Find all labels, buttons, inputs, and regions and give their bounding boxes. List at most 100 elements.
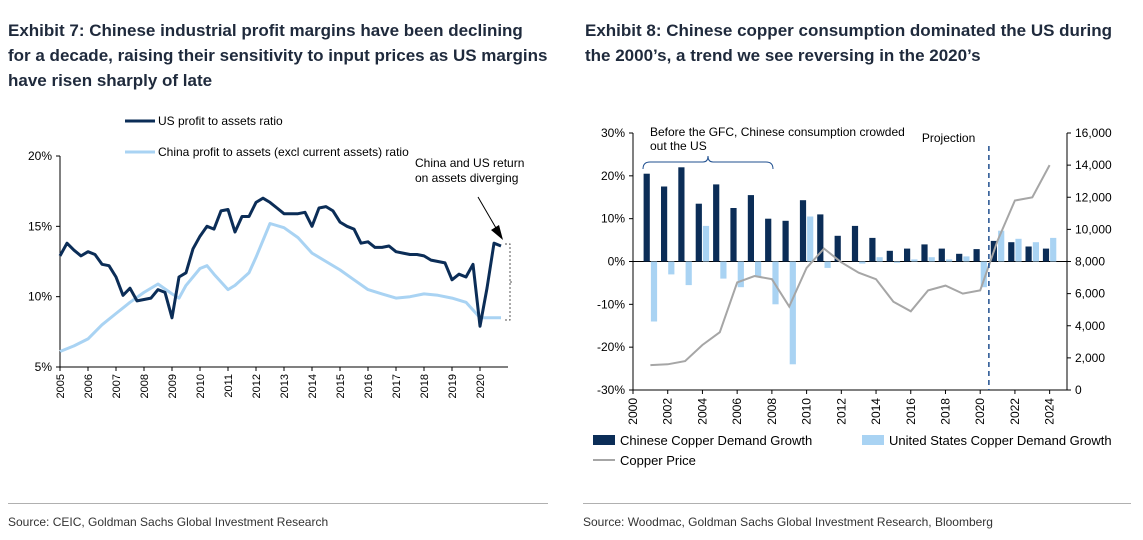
exhibit8-bar-china	[661, 186, 668, 262]
exhibit8-bar-china	[904, 248, 911, 262]
exhibit8-y-tick-label: -30%	[597, 383, 625, 397]
exhibit8-x-tick-label: 2016	[904, 398, 918, 425]
exhibit8-bar-china	[869, 237, 876, 262]
exhibit8-y-tick-label: 0%	[608, 255, 626, 269]
exhibit8-bar-us	[685, 261, 692, 286]
exhibit8-bar-us	[876, 257, 883, 262]
exhibit8-y-tick-label: 10%	[601, 212, 625, 226]
exhibit8-bar-china	[678, 167, 685, 262]
exhibit7-x-tick-label: 2006	[83, 374, 95, 398]
exhibit7-x-tick-label: 2009	[167, 374, 179, 398]
exhibit8-bracket-note-line2: out the US	[650, 139, 707, 153]
exhibit7-x-tick-label: 2012	[251, 374, 263, 398]
exhibit8-bar-us	[911, 259, 918, 262]
exhibit7-divergence-bracket	[505, 243, 513, 321]
exhibit8-x-tick-label: 2022	[1008, 398, 1022, 425]
exhibit8-bar-china	[956, 253, 963, 262]
exhibit7-y-tick-label: 15%	[28, 219, 52, 233]
exhibit8-copper-price-line	[650, 164, 1051, 367]
exhibit7-annotation-line1: China and US return	[415, 156, 524, 170]
exhibit8-x-tick-label: 2004	[695, 398, 709, 425]
exhibit8-x-tick-label: 2008	[765, 398, 779, 425]
exhibit-7-title: Exhibit 7: Chinese industrial profit mar…	[8, 21, 548, 90]
exhibit7-x-tick-label: 2013	[279, 374, 291, 398]
exhibit7-x-tick-label: 2016	[363, 374, 375, 398]
exhibit8-y2-tick-label: 4,000	[1075, 319, 1105, 333]
exhibit8-x-tick-label: 2018	[938, 398, 952, 425]
exhibit8-bar-china	[730, 208, 737, 262]
exhibit8-bar-us	[789, 261, 796, 365]
exhibit8-bar-china	[938, 248, 945, 262]
exhibit8-bracket	[642, 155, 774, 170]
exhibit8-y2-tick-label: 14,000	[1075, 158, 1112, 172]
exhibit8-bar-us	[1050, 237, 1057, 262]
exhibit8-legend-label-china: Chinese Copper Demand Growth	[620, 433, 812, 448]
exhibit8-x-tick-label: 2012	[834, 398, 848, 425]
exhibit8-bar-china	[851, 225, 859, 262]
exhibit8-legend-swatch-us	[862, 435, 884, 445]
exhibit8-bar-us	[737, 261, 744, 288]
exhibit8-legend-label-us: United States Copper Demand Growth	[889, 433, 1112, 448]
exhibit8-bar-us	[893, 261, 901, 263]
exhibit8-bar-china	[1042, 248, 1050, 262]
exhibit8-bar-china	[713, 184, 720, 262]
exhibit8-bar-us	[928, 257, 935, 262]
left-source-divider	[8, 503, 548, 504]
exhibit8-bar-us	[772, 261, 779, 305]
exhibit8-projection-label: Projection	[922, 131, 975, 145]
exhibit8-bar-us	[859, 261, 866, 264]
exhibit8-bar-us	[650, 261, 658, 322]
exhibit8-bar-china	[921, 244, 928, 262]
exhibit7-series-line	[58, 196, 502, 328]
exhibit8-y-tick-label: 30%	[601, 126, 625, 140]
exhibit8-bar-china	[1008, 242, 1015, 262]
exhibit7-x-tick-label: 2008	[139, 374, 151, 398]
exhibit8-bar-us	[1032, 242, 1039, 262]
exhibit8-bracket-note-line1: Before the GFC, Chinese consumption crow…	[650, 125, 905, 139]
exhibit7-x-tick-label: 2014	[307, 374, 319, 398]
exhibit8-bar-us	[1015, 238, 1022, 262]
exhibit8-x-tick-label: 2002	[661, 398, 675, 425]
exhibit7-annotation-arrow-line	[477, 196, 497, 229]
exhibit8-bar-us	[980, 261, 987, 288]
exhibit8-bar-china	[834, 235, 841, 262]
exhibit8-bar-us	[824, 261, 831, 268]
exhibit7-legend-label-us: US profit to assets ratio	[158, 114, 283, 128]
right-source-text: Source: Woodmac, Goldman Sachs Global In…	[583, 515, 993, 529]
exhibit7-series-line	[59, 222, 501, 353]
exhibit8-x-tick-label: 2000	[626, 398, 640, 425]
exhibit8-x-tick-label: 2014	[869, 398, 883, 425]
exhibit8-x-tick-label: 2010	[800, 398, 814, 425]
exhibit-8-title: Exhibit 8: Chinese copper consumption do…	[585, 21, 1113, 65]
exhibit8-y2-tick-label: 10,000	[1075, 222, 1112, 236]
right-source-divider	[583, 503, 1131, 504]
exhibit8-bar-china	[747, 195, 754, 262]
exhibit8-y-tick-label: -10%	[597, 297, 625, 311]
exhibit8-x-tick-label: 2020	[973, 398, 987, 425]
exhibit7-y-tick-label: 20%	[28, 149, 52, 163]
exhibit8-legend-label-copper: Copper Price	[620, 453, 696, 468]
exhibit8-y2-tick-label: 12,000	[1075, 190, 1112, 204]
exhibit8-y2-tick-label: 0	[1075, 383, 1082, 397]
exhibit8-bar-us	[755, 261, 762, 277]
exhibit8-y-tick-label: 20%	[601, 169, 625, 183]
exhibit8-y-tick-label: -20%	[597, 340, 625, 354]
exhibit7-annotation-arrowhead	[491, 225, 503, 240]
exhibit8-bar-china	[799, 200, 807, 262]
exhibit7-x-tick-label: 2017	[391, 374, 403, 398]
exhibit8-bar-china	[695, 203, 702, 262]
exhibit8-x-tick-label: 2024	[1043, 398, 1057, 425]
exhibit8-x-tick-label: 2006	[730, 398, 744, 425]
exhibit7-y-tick-label: 5%	[35, 360, 53, 374]
exhibit8-y2-tick-label: 2,000	[1075, 351, 1105, 365]
exhibit7-annotation-line2: on assets diverging	[415, 171, 518, 185]
exhibit8-bar-china	[1025, 246, 1032, 262]
exhibit8-bar-china	[643, 173, 650, 262]
exhibit8-y2-tick-label: 16,000	[1075, 126, 1112, 140]
exhibit8-bar-us	[702, 225, 710, 262]
exhibit7-legend-label-china: China profit to assets (excl current ass…	[158, 145, 409, 159]
exhibit8-bar-china	[886, 250, 893, 262]
exhibit8-bar-china	[765, 218, 772, 262]
exhibit8-y2-tick-label: 8,000	[1075, 255, 1105, 269]
